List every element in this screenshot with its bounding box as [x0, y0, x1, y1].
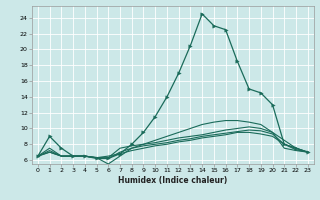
X-axis label: Humidex (Indice chaleur): Humidex (Indice chaleur) — [118, 176, 228, 185]
